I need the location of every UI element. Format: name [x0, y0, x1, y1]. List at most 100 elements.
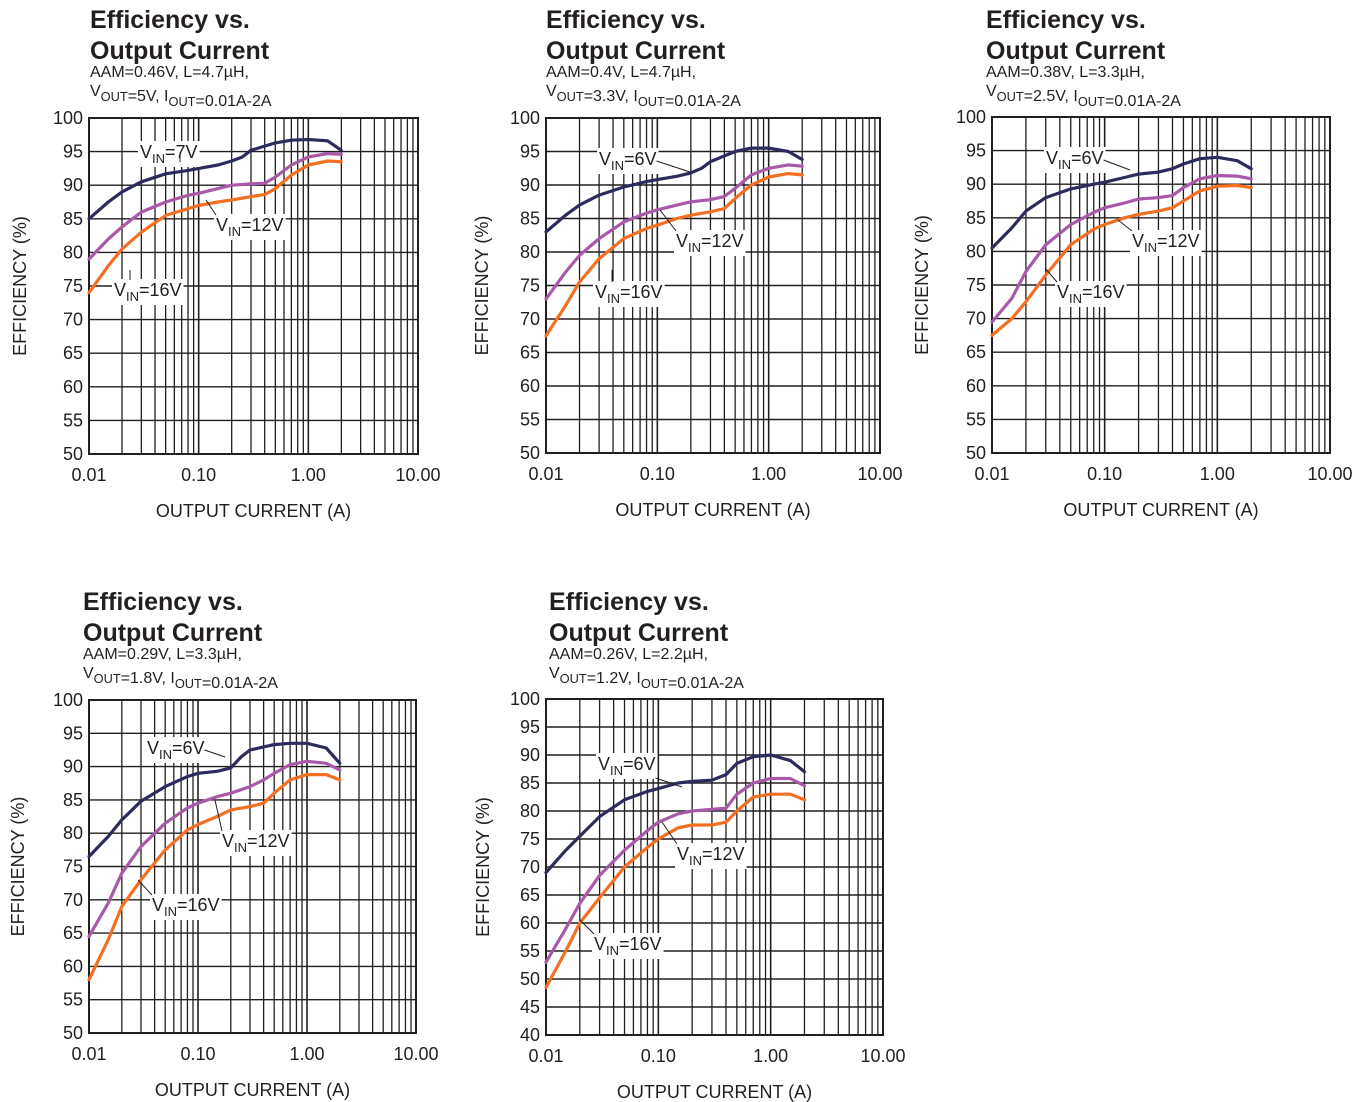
series-label-bg	[145, 737, 207, 763]
y-tick-label: 100	[53, 690, 83, 710]
series-label-leader	[579, 919, 595, 935]
chart-title-line1: Efficiency vs.	[549, 588, 709, 616]
y-tick-label: 50	[63, 444, 83, 464]
series-label: VIN=6V	[1046, 148, 1104, 172]
y-tick-label: 60	[520, 913, 540, 933]
chart-subtitle-line1: AAM=0.46V, L=4.7µH,	[90, 64, 249, 81]
y-tick-label: 75	[966, 275, 986, 295]
chart-subtitle-line1: AAM=0.26V, L=2.2µH,	[549, 646, 708, 663]
series-line-vin-12v	[544, 163, 804, 301]
chart-title-line1: Efficiency vs.	[90, 6, 250, 34]
y-tick-label: 70	[520, 309, 540, 329]
series-label-bg	[675, 843, 747, 869]
chart-title-line1: Efficiency vs.	[83, 588, 243, 616]
series-label-bg	[674, 230, 746, 256]
series-line-vin-12v	[990, 173, 1253, 324]
x-axis-label: OUTPUT CURRENT (A)	[615, 500, 810, 520]
y-tick-label: 75	[63, 857, 83, 877]
x-tick-label: 10.00	[860, 1046, 905, 1066]
series-line-vin-12v	[87, 152, 343, 261]
series-label: VIN=16V	[1057, 282, 1125, 306]
y-tick-label: 75	[520, 829, 540, 849]
x-tick-label: 0.10	[1087, 464, 1122, 484]
y-tick-label: 90	[520, 745, 540, 765]
chart-subtitle-line1: AAM=0.29V, L=3.3µH,	[83, 646, 242, 663]
y-tick-label: 65	[63, 343, 83, 363]
series-label: VIN=6V	[598, 754, 656, 778]
y-tick-label: 65	[966, 342, 986, 362]
x-axis-label: OUTPUT CURRENT (A)	[617, 1082, 812, 1102]
chart-title-line2: Output Current	[90, 37, 270, 65]
x-tick-label: 0.10	[180, 1044, 215, 1064]
x-tick-label: 0.01	[974, 464, 1009, 484]
y-tick-label: 80	[520, 242, 540, 262]
series-line-vin-low	[87, 137, 343, 221]
series-label: VIN=16V	[594, 934, 662, 958]
series-label-bg	[1055, 281, 1127, 307]
series-label: VIN=12V	[216, 215, 284, 239]
series-line-vin-low	[990, 155, 1253, 250]
y-tick-label: 60	[63, 956, 83, 976]
series-label-bg	[593, 281, 665, 307]
series-line-vin-low	[544, 146, 804, 234]
series-label: VIN=6V	[147, 738, 205, 762]
series-label-leader	[204, 749, 226, 758]
series-label: VIN=12V	[676, 231, 744, 255]
y-axis-label: EFFICIENCY (%)	[472, 216, 492, 356]
chart-title-line1: Efficiency vs.	[986, 6, 1146, 34]
series-label-leader	[1103, 159, 1131, 171]
x-tick-label: 0.10	[640, 464, 675, 484]
plot-frame	[545, 117, 881, 454]
series-line-vin-16v	[990, 183, 1253, 337]
plot-frame	[88, 699, 417, 1034]
chart-subtitle-line2: VOUT=1.2V, IOUT=0.01A-2A	[549, 665, 744, 692]
series-label: VIN=16V	[595, 282, 663, 306]
y-tick-label: 80	[966, 241, 986, 261]
y-tick-label: 70	[966, 309, 986, 329]
y-tick-label: 60	[520, 376, 540, 396]
y-tick-label: 50	[63, 1023, 83, 1043]
x-tick-label: 1.00	[751, 464, 786, 484]
series-line-vin-12v	[544, 776, 807, 964]
y-tick-label: 85	[520, 773, 540, 793]
series-label-leader	[661, 821, 678, 845]
series-line-vin-12v	[87, 759, 342, 938]
series-label: VIN=12V	[1132, 231, 1200, 255]
y-tick-label: 100	[510, 108, 540, 128]
series-line-vin-16v	[544, 792, 807, 989]
series-label-leader	[1044, 267, 1058, 283]
series-label-bg	[138, 141, 200, 167]
y-tick-label: 60	[966, 376, 986, 396]
series-line-vin-16v	[544, 172, 804, 338]
chart-title-line2: Output Current	[546, 37, 726, 65]
series-label-bg	[220, 830, 292, 856]
y-tick-label: 95	[63, 142, 83, 162]
y-tick-label: 55	[966, 409, 986, 429]
y-tick-label: 90	[63, 175, 83, 195]
x-tick-label: 1.00	[289, 1044, 324, 1064]
series-line-vin-16v	[87, 159, 343, 295]
y-tick-label: 100	[510, 689, 540, 709]
chart-title-line2: Output Current	[549, 619, 729, 647]
y-tick-label: 65	[520, 885, 540, 905]
y-tick-label: 80	[63, 823, 83, 843]
series-label: VIN=6V	[599, 149, 657, 173]
y-tick-label: 85	[520, 209, 540, 229]
plot-frame	[991, 116, 1331, 454]
series-label: VIN=7V	[140, 142, 198, 166]
x-tick-label: 10.00	[857, 464, 902, 484]
series-line-vin-low	[544, 753, 807, 875]
plot-frame	[545, 698, 884, 1036]
series-label-leader	[655, 777, 683, 788]
x-axis-label: OUTPUT CURRENT (A)	[155, 1080, 350, 1100]
y-tick-label: 90	[520, 175, 540, 195]
x-tick-label: 10.00	[1307, 464, 1352, 484]
y-tick-label: 80	[520, 801, 540, 821]
series-label-leader	[205, 199, 217, 216]
y-tick-label: 75	[63, 276, 83, 296]
x-tick-label: 0.01	[528, 464, 563, 484]
x-tick-label: 0.01	[71, 465, 106, 485]
y-tick-label: 50	[966, 443, 986, 463]
